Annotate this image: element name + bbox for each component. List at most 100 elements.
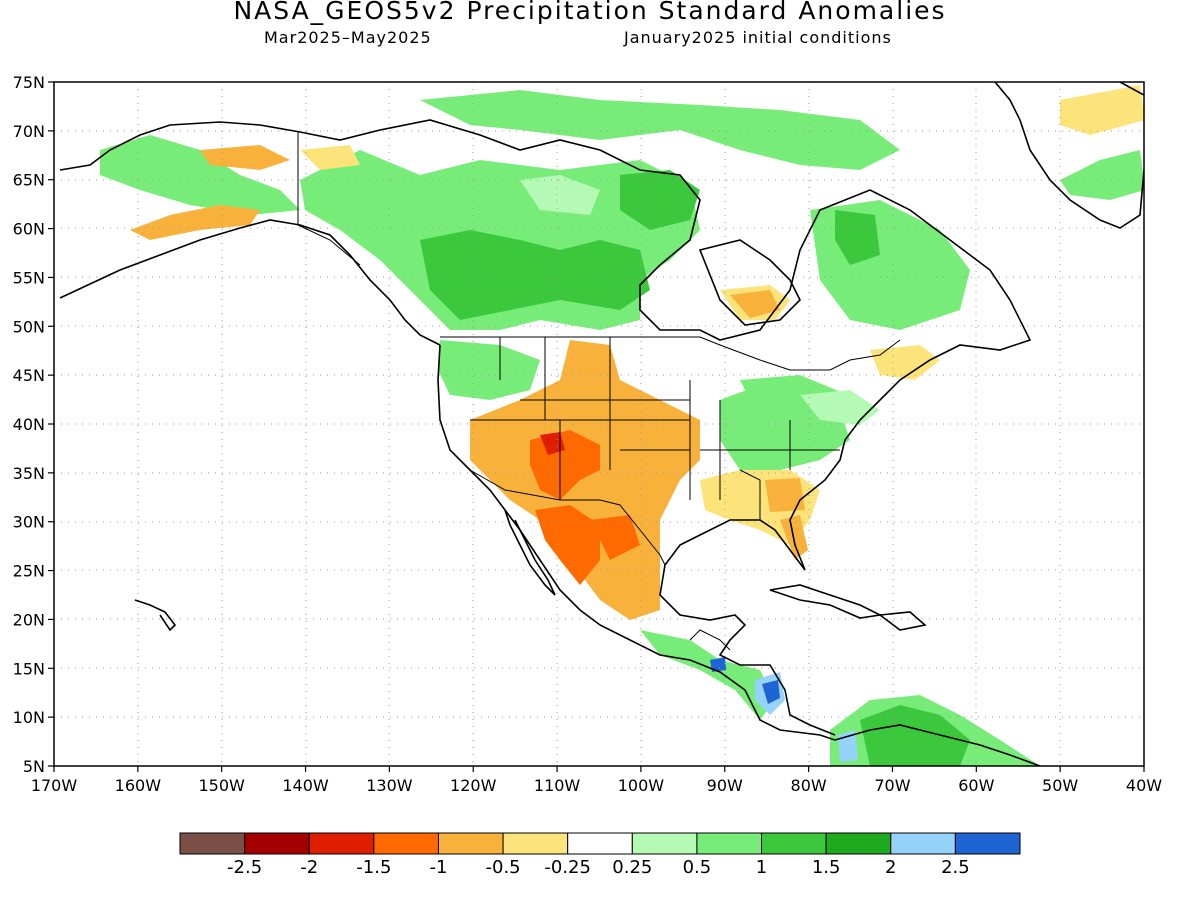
lat-tick-label: 75N — [13, 73, 45, 92]
colorbar-swatch — [696, 832, 763, 855]
colorbar-swatch — [890, 832, 956, 855]
weak-wet-canada-north — [520, 175, 600, 215]
strong-dry-chihuahua — [590, 515, 640, 560]
lat-tick-label: 70N — [13, 122, 45, 141]
colorbar-label: 2.5 — [941, 857, 970, 878]
colorbar-swatch — [437, 832, 504, 855]
colorbar-label: 2 — [885, 857, 896, 878]
lon-tick-label: 40W — [1126, 776, 1162, 795]
lon-tick-label: 110W — [534, 776, 581, 795]
initial-conditions-label: January2025 initial conditions — [624, 28, 892, 47]
lon-tick-label: 80W — [791, 776, 827, 795]
coast-hispaniola — [877, 611, 927, 631]
lat-tick-label: 65N — [13, 171, 45, 190]
colorbar-label: -2.5 — [227, 857, 262, 878]
border-alaska-canada — [297, 131, 361, 266]
coast-south-america — [834, 724, 1041, 766]
lon-tick-label: 170W — [31, 776, 78, 795]
coast-hudson-bay — [698, 239, 801, 326]
colorbar-legend: -2.5 -2 -1.5 -1 -0.5 -0.25 0.25 0.5 1 1.5 2 2.5 — [179, 832, 1021, 878]
colorbar-label: 1.5 — [812, 857, 841, 878]
coast-arctic — [299, 119, 1032, 736]
coastlines — [59, 82, 1144, 766]
colorbar-label: -0.25 — [544, 857, 591, 878]
border-us-canada — [440, 336, 901, 371]
lat-tick-label: 10N — [13, 708, 45, 727]
lat-tick-label: 55N — [13, 268, 45, 287]
border-us-mexico — [469, 469, 666, 566]
strong-wet-northern-canada — [620, 170, 700, 230]
colorbar-swatch — [373, 832, 439, 855]
lon-tick-label: 90W — [707, 776, 743, 795]
dry-anomaly-hudson — [730, 290, 780, 318]
dry-anomaly-yukon — [300, 145, 360, 170]
colorbar-label: -1.5 — [356, 857, 391, 878]
coast-pacific — [437, 344, 836, 741]
forecast-period: Mar2025–May2025 — [264, 28, 432, 47]
lon-tick-label: 140W — [282, 776, 329, 795]
coast-cuba — [769, 584, 883, 619]
wet-anomaly-pacific-northwest — [438, 340, 540, 400]
colorbar-swatch — [954, 832, 1021, 855]
colorbar-swatch — [567, 832, 633, 855]
dry-anomaly-georgia — [765, 478, 805, 512]
lon-tick-label: 70W — [874, 776, 910, 795]
colorbar-swatch — [308, 832, 375, 855]
dry-anomaly-alaska-north — [200, 145, 290, 170]
colorbar-label: -0.5 — [486, 857, 521, 878]
lat-tick-label: 35N — [13, 464, 45, 483]
lon-tick-label: 100W — [618, 776, 665, 795]
lat-tick-label: 20N — [13, 610, 45, 629]
wet-anomaly-central-america — [640, 630, 775, 720]
lon-tick-label: 150W — [199, 776, 246, 795]
colorbar-swatch — [825, 832, 892, 855]
state-lines — [470, 337, 840, 520]
colorbar-label: 0.5 — [683, 857, 712, 878]
lat-tick-label: 15N — [13, 659, 45, 678]
colorbar-swatch — [761, 832, 827, 855]
colorbar-label: -1 — [429, 857, 447, 878]
colorbar-label: 1 — [756, 857, 767, 878]
lat-tick-label: 25N — [13, 562, 45, 581]
lat-tick-label: 50N — [13, 317, 45, 336]
dry-anomaly-alaska-south — [130, 205, 260, 240]
colorbar-swatch — [631, 832, 698, 855]
colorbar-swatch — [179, 832, 246, 855]
lat-tick-label: 45N — [13, 366, 45, 385]
dry-anomaly-greenland-ne — [1060, 85, 1144, 135]
border-mexico-guatemala — [689, 629, 731, 651]
dry-anomaly-southwest-plains — [470, 340, 700, 620]
coast-hawaii — [134, 599, 177, 632]
borders — [297, 131, 901, 651]
wet-anomaly-alaska — [100, 135, 300, 215]
lat-tick-label: 60N — [13, 220, 45, 239]
anomaly-fields — [100, 85, 1144, 766]
colorbar-label: -2 — [300, 857, 318, 878]
lat-tick-label: 40N — [13, 415, 45, 434]
coast-alaska — [59, 121, 441, 346]
colorbar-swatch — [244, 832, 310, 855]
colorbar-label: 0.25 — [612, 857, 652, 878]
wet-anomaly-greenland — [1060, 150, 1144, 200]
strong-wet-western-canada — [420, 230, 650, 320]
extreme-dry-arizona — [540, 432, 565, 455]
strong-wet-quebec — [835, 210, 880, 265]
lon-tick-label: 120W — [450, 776, 497, 795]
longitude-axis: 170W 160W 150W 140W 130W 120W 110W 100W 90W 80W 70… — [31, 766, 1162, 795]
very-wet-nicaragua-core — [762, 680, 780, 704]
colorbar-swatch — [502, 832, 569, 855]
weak-wet-new-england — [800, 390, 880, 425]
lon-tick-label: 160W — [115, 776, 162, 795]
lat-tick-label: 30N — [13, 513, 45, 532]
wet-anomaly-arctic-islands — [420, 90, 900, 170]
strong-dry-northern-mexico — [535, 505, 600, 585]
lon-tick-label: 50W — [1042, 776, 1078, 795]
lon-tick-label: 60W — [958, 776, 994, 795]
lon-tick-label: 130W — [366, 776, 413, 795]
latitude-axis: 5N 10N 15N 20N 25N 30N 35N 40N 45N 50N 55N 60N 65N 70… — [13, 73, 54, 776]
very-wet-honduras — [710, 657, 726, 672]
strong-wet-south-america — [860, 705, 970, 766]
dry-anomaly-nova-scotia — [870, 345, 940, 380]
coast-baja — [504, 509, 556, 596]
